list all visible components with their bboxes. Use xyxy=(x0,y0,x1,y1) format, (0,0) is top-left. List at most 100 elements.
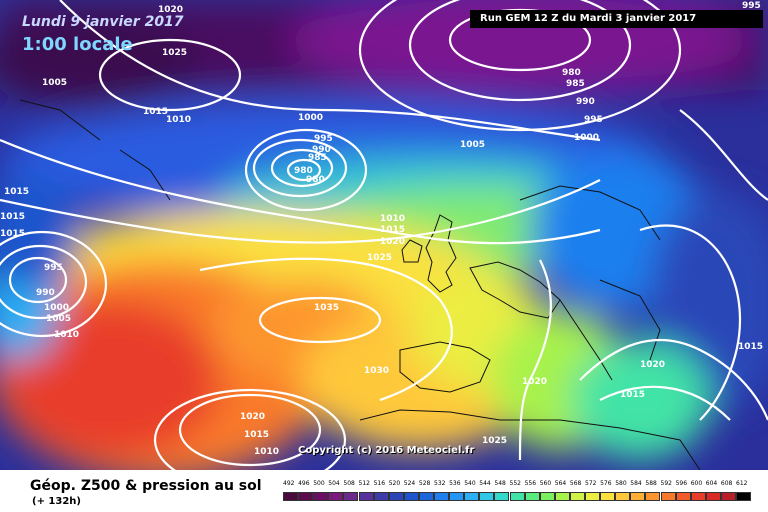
legend-value: 612 xyxy=(736,480,748,487)
legend-value: 588 xyxy=(645,480,657,487)
isobar-label: 995 xyxy=(44,263,63,273)
legend-swatch xyxy=(645,492,661,501)
legend-swatch xyxy=(373,492,389,501)
isobar-label: 985 xyxy=(308,153,327,163)
legend-swatch xyxy=(509,492,525,501)
isobar-label: 1025 xyxy=(367,253,392,263)
isobar-label: 1015 xyxy=(0,229,25,239)
isobar-label: 990 xyxy=(576,97,595,107)
legend-swatch xyxy=(585,492,601,501)
isobar-label: 1030 xyxy=(364,366,389,376)
legend-value: 556 xyxy=(524,480,537,487)
isobar-label: 1015 xyxy=(0,212,25,222)
legend-swatch xyxy=(358,492,374,501)
legend-swatch xyxy=(388,492,404,501)
legend-value: 572 xyxy=(585,480,597,487)
legend-value: 540 xyxy=(464,480,476,487)
isobar-label: 1005 xyxy=(460,140,485,150)
legend-swatch xyxy=(449,492,465,501)
legend-value: 552 xyxy=(509,480,521,487)
legend-value: 596 xyxy=(675,480,688,487)
isobar-label: 1020 xyxy=(522,377,547,387)
legend-swatch xyxy=(569,492,585,501)
legend-value: 584 xyxy=(630,480,642,487)
legend-value: 524 xyxy=(403,480,416,487)
legend-value: 512 xyxy=(358,480,370,487)
legend-value: 520 xyxy=(388,480,401,487)
isobar-label: 980 xyxy=(306,175,325,185)
isobar-label: 1025 xyxy=(162,48,187,58)
legend-swatch xyxy=(313,492,329,501)
isobar-label: 1010 xyxy=(254,447,279,457)
isobar-label: 1010 xyxy=(166,115,191,125)
legend-swatch xyxy=(736,492,752,501)
legend-swatch xyxy=(690,492,706,501)
isobar-label: 1015 xyxy=(620,390,645,400)
isobar-label: 980 xyxy=(562,68,581,78)
isobar-label: 995 xyxy=(742,1,761,11)
legend-value: 504 xyxy=(328,480,340,487)
footer-bar: Géop. Z500 & pression au sol (+ 132h) xyxy=(0,470,768,512)
legend-swatch xyxy=(675,492,691,501)
isobar-label: 1020 xyxy=(380,237,405,247)
isobar-label: 980 xyxy=(294,166,313,176)
legend-swatch xyxy=(705,492,721,501)
legend-swatch xyxy=(539,492,555,501)
isobar-label: 1005 xyxy=(42,78,67,88)
isobar-label: 1000 xyxy=(298,113,323,123)
map-canvas: 1020 1025 1005 1015 1010 1000 995 990 98… xyxy=(0,0,768,470)
legend-value: 492 xyxy=(283,480,295,487)
color-scale-legend: 492 496 500 504 508 512 516 520 524 528 532 536 540 5… xyxy=(283,478,753,506)
legend-value: 592 xyxy=(660,480,672,487)
isobar-label: 1015 xyxy=(4,187,29,197)
isobar-label: 1020 xyxy=(240,412,265,422)
forecast-map: 1020 1025 1005 1015 1010 1000 995 990 98… xyxy=(0,0,768,470)
legend-swatch xyxy=(283,492,299,501)
legend-value: 544 xyxy=(479,480,491,487)
legend-value: 576 xyxy=(600,480,612,487)
isobar-label: 995 xyxy=(584,115,603,125)
legend-swatch xyxy=(298,492,314,501)
legend-value: 508 xyxy=(343,480,355,487)
legend-value: 536 xyxy=(449,480,461,487)
legend-value: 560 xyxy=(539,480,552,487)
isobar-label: 1000 xyxy=(44,303,69,313)
legend-swatch xyxy=(554,492,570,501)
legend-value: 580 xyxy=(615,480,627,487)
forecast-offset: (+ 132h) xyxy=(32,496,81,507)
legend-value: 496 xyxy=(298,480,310,487)
isobar-label: 1010 xyxy=(380,214,405,224)
legend-value: 564 xyxy=(554,480,567,487)
model-run-label: Run GEM 12 Z du Mardi 3 janvier 2017 xyxy=(470,10,763,28)
isobar-label: 1025 xyxy=(482,436,507,446)
isobar-label: 990 xyxy=(36,288,55,298)
isobar-label: 1015 xyxy=(380,225,405,235)
legend-swatch xyxy=(720,492,736,501)
legend-swatch xyxy=(615,492,631,501)
legend-value: 500 xyxy=(313,480,325,487)
legend-value: 568 xyxy=(569,480,582,487)
isobar-label: 1010 xyxy=(54,330,79,340)
legend-swatch xyxy=(328,492,344,501)
legend-value: 608 xyxy=(720,480,733,487)
isobar-label: 1020 xyxy=(158,5,183,15)
legend-swatch xyxy=(524,492,540,501)
legend-swatch xyxy=(494,492,510,501)
isobar-label: 1005 xyxy=(46,314,71,324)
legend-swatch xyxy=(600,492,616,501)
isobar-label: 990 xyxy=(312,145,331,155)
legend-swatch xyxy=(434,492,450,501)
legend-value: 600 xyxy=(690,480,703,487)
legend-swatch xyxy=(418,492,434,501)
isobar-label: 1015 xyxy=(738,342,763,352)
legend-value: 604 xyxy=(705,480,718,487)
forecast-time: 1:00 locale xyxy=(22,34,133,55)
isobar-label: 1020 xyxy=(640,360,665,370)
isobar-label: 995 xyxy=(314,134,333,144)
legend-value: 548 xyxy=(494,480,506,487)
legend-swatch xyxy=(403,492,419,501)
forecast-date: Lundi 9 janvier 2017 xyxy=(22,14,184,30)
isobar-label: 985 xyxy=(566,79,585,89)
legend-swatch xyxy=(479,492,495,501)
chart-title: Géop. Z500 & pression au sol xyxy=(30,478,262,494)
